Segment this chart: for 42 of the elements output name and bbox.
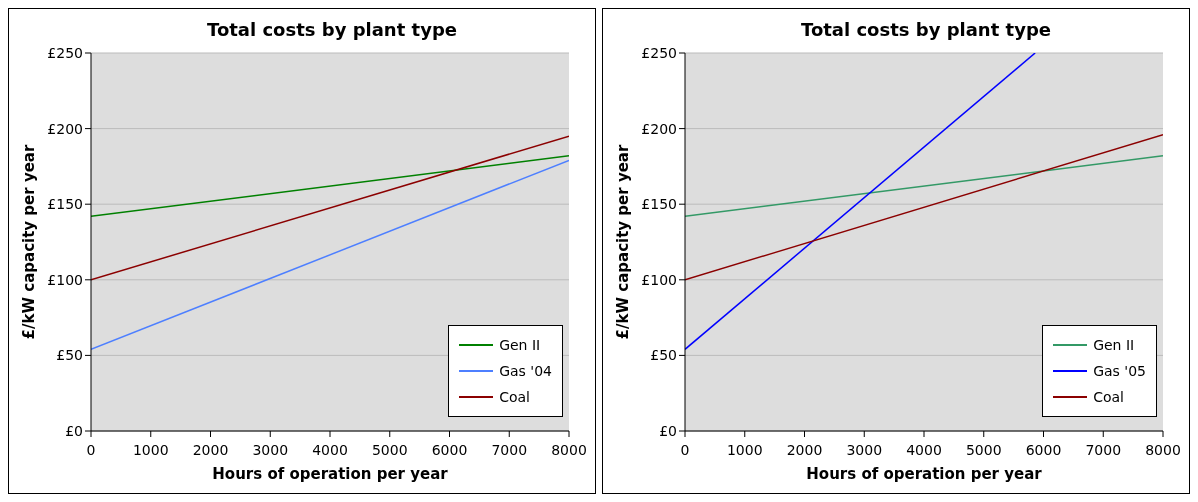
x-tick-label: 8000 xyxy=(1145,441,1181,458)
x-tick-label: 4000 xyxy=(312,441,348,458)
y-tick-label: £200 xyxy=(47,120,83,137)
legend-label: Gen II xyxy=(499,336,541,355)
chart-title: Total costs by plant type xyxy=(206,19,458,40)
x-tick-label: 7000 xyxy=(1085,441,1122,458)
x-axis-title: Hours of operation per year xyxy=(806,465,1043,483)
x-tick-label: 7000 xyxy=(491,441,528,458)
x-tick-label: 0 xyxy=(680,441,690,458)
x-tick-label: 6000 xyxy=(431,441,468,458)
x-tick-label: 5000 xyxy=(371,441,408,458)
y-tick-label: £0 xyxy=(659,422,677,439)
legend-label: Gen II xyxy=(1093,336,1135,355)
x-tick-label: 3000 xyxy=(846,441,883,458)
y-tick-label: £50 xyxy=(56,347,83,364)
chart-title: Total costs by plant type xyxy=(800,19,1052,40)
y-tick-label: £100 xyxy=(47,271,83,288)
x-tick-label: 8000 xyxy=(551,441,587,458)
x-tick-label: 6000 xyxy=(1025,441,1062,458)
legend-label: Gas '04 xyxy=(499,362,552,381)
y-tick-label: £150 xyxy=(47,196,83,213)
x-tick-label: 3000 xyxy=(252,441,289,458)
y-axis-title: £/kW capacity per year xyxy=(20,144,39,340)
y-tick-label: £250 xyxy=(47,44,83,61)
y-tick-label: £200 xyxy=(641,120,677,137)
x-tick-label: 2000 xyxy=(192,441,229,458)
legend-label: Coal xyxy=(1093,388,1124,407)
y-tick-label: £100 xyxy=(641,271,677,288)
y-tick-label: £50 xyxy=(650,347,677,364)
x-tick-label: 1000 xyxy=(726,441,763,458)
x-tick-label: 0 xyxy=(86,441,96,458)
x-tick-label: 4000 xyxy=(906,441,942,458)
x-tick-label: 1000 xyxy=(132,441,169,458)
y-tick-label: £0 xyxy=(65,422,83,439)
x-axis-title: Hours of operation per year xyxy=(212,465,449,483)
x-tick-label: 5000 xyxy=(965,441,1002,458)
legend-label: Coal xyxy=(499,388,530,407)
x-tick-label: 2000 xyxy=(786,441,823,458)
y-tick-label: £250 xyxy=(641,44,677,61)
y-axis-title: £/kW capacity per year xyxy=(614,144,633,340)
y-tick-label: £150 xyxy=(641,196,677,213)
legend-label: Gas '05 xyxy=(1093,362,1146,381)
